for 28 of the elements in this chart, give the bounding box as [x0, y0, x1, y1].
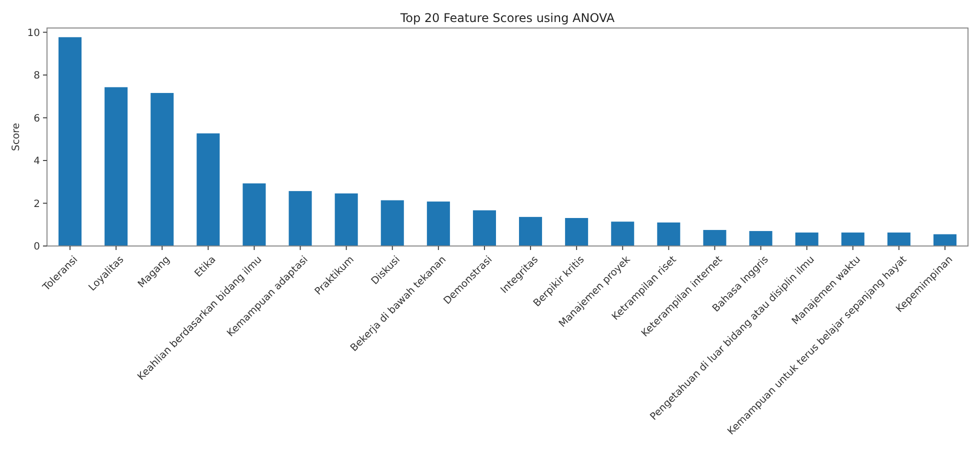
y-tick-label: 4 — [34, 156, 40, 168]
chart-title: Top 20 Feature Scores using ANOVA — [399, 11, 616, 25]
bar — [58, 37, 82, 246]
y-tick-label: 0 — [34, 242, 40, 252]
bar — [242, 183, 266, 246]
y-tick-label: 10 — [27, 28, 40, 39]
bar — [657, 222, 680, 246]
bar — [795, 232, 818, 246]
y-axis-title: Score — [11, 122, 22, 152]
bar — [565, 218, 588, 246]
bar — [841, 232, 864, 246]
bar — [703, 230, 726, 246]
bar — [887, 232, 910, 246]
bar — [150, 92, 174, 246]
bar — [611, 222, 634, 246]
bar — [104, 87, 128, 246]
bar — [519, 216, 542, 246]
y-tick-label: 2 — [34, 198, 40, 210]
bar — [380, 200, 404, 246]
bar — [196, 133, 220, 246]
bar — [472, 210, 496, 246]
bar — [426, 202, 450, 246]
y-tick-label: 6 — [34, 113, 40, 124]
y-tick-label: 8 — [34, 70, 40, 82]
bar — [933, 234, 956, 246]
bar — [334, 193, 358, 246]
bar — [288, 191, 312, 246]
bar — [749, 231, 772, 246]
